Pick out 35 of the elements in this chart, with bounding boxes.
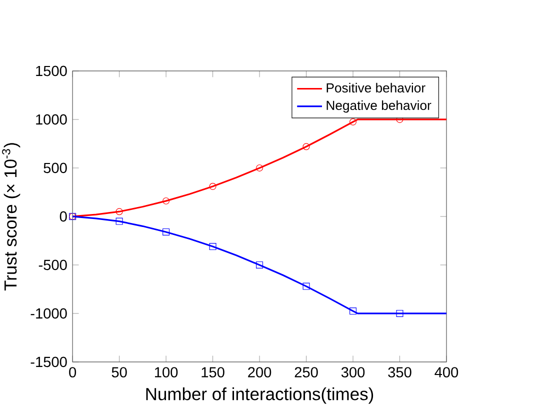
point: [302, 143, 310, 150]
x-tick-label: 350: [388, 367, 412, 378]
y-tick-label: -1500: [30, 356, 67, 368]
point: [349, 308, 356, 315]
point: [349, 118, 356, 126]
y-tick-label: 0: [60, 211, 67, 222]
point: [396, 310, 404, 317]
point: [162, 228, 170, 236]
point: [209, 243, 216, 250]
y-axis-title: Trust score (× 10$^{-3}$): [2, 143, 20, 291]
x-axis-title: Number of interactions(times): [146, 387, 374, 404]
x-tick-label: 100: [155, 367, 178, 378]
point: [116, 208, 123, 216]
line-series: [72, 216, 446, 314]
x-tick-label: 300: [341, 367, 365, 378]
y-tick-label: 1500: [36, 66, 67, 76]
x-tick-label: 400: [434, 367, 458, 378]
point: [162, 197, 170, 204]
point: [209, 182, 216, 190]
x-tick-label: 150: [202, 367, 224, 378]
y-tick-label: 1000: [36, 114, 67, 125]
point: [256, 261, 264, 268]
line-series: [72, 118, 446, 218]
x-tick-label: 250: [294, 367, 318, 378]
x-tick-label: 0: [69, 367, 76, 378]
point: [256, 164, 264, 172]
x-tick-label: 200: [248, 367, 272, 378]
point: [116, 218, 123, 225]
legend-label: Positive behavior: [326, 82, 426, 93]
y-tick-label: -500: [38, 260, 67, 270]
y-tick-label: 500: [44, 162, 67, 174]
x-tick-label: 50: [112, 367, 127, 378]
y-tick-label: -1000: [30, 308, 67, 319]
point: [302, 282, 310, 290]
legend-label: Negative behavior: [326, 100, 432, 113]
